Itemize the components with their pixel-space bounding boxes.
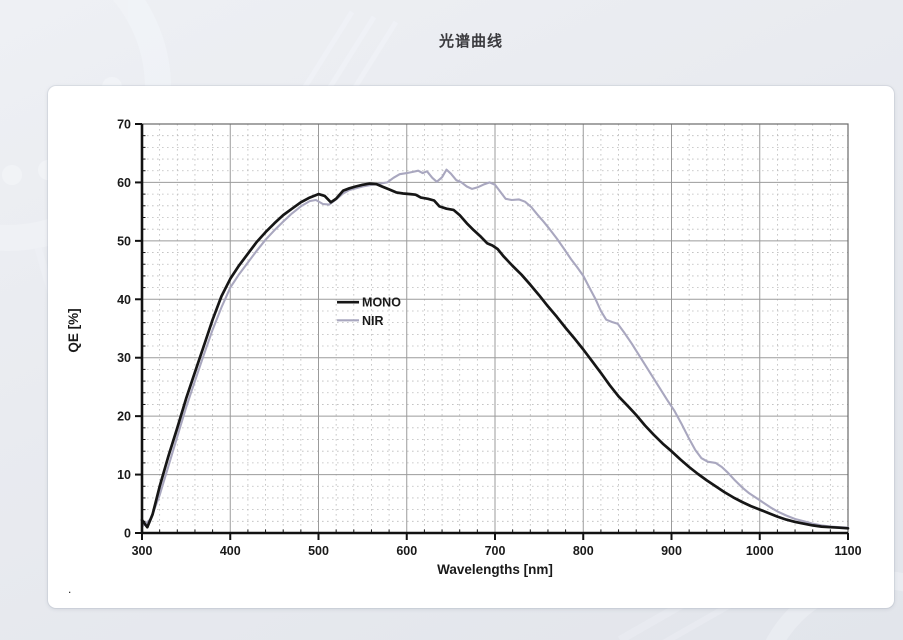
y-tick-label: 30 bbox=[117, 351, 131, 365]
x-tick-label: 400 bbox=[220, 544, 241, 558]
legend-label-mono: MONO bbox=[362, 296, 401, 310]
x-tick-label: 700 bbox=[485, 544, 506, 558]
x-tick-label: 900 bbox=[661, 544, 682, 558]
x-tick-label: 1000 bbox=[746, 544, 774, 558]
x-tick-label: 800 bbox=[573, 544, 594, 558]
y-tick-label: 40 bbox=[117, 293, 131, 307]
y-tick-label: 60 bbox=[117, 176, 131, 190]
x-axis-title: Wavelengths [nm] bbox=[437, 562, 553, 577]
y-tick-label: 0 bbox=[124, 527, 131, 541]
y-tick-label: 70 bbox=[117, 118, 131, 132]
x-tick-label: 1100 bbox=[834, 544, 861, 558]
x-tick-label: 600 bbox=[396, 544, 417, 558]
chart-card: 300 400 500 600 700 800 900 1000 1100 0 10 20 30 40 50… bbox=[48, 86, 894, 608]
series-line-mono bbox=[140, 182, 850, 530]
x-tick-label: 300 bbox=[132, 544, 153, 558]
y-tick-label: 20 bbox=[117, 410, 131, 424]
y-axis-title: QE [%] bbox=[66, 308, 81, 352]
page-title: 光谱曲线 bbox=[438, 33, 503, 50]
qe-chart: 300 400 500 600 700 800 900 1000 1100 0 10 20 30 40 50… bbox=[66, 118, 862, 578]
legend-label-nir: NIR bbox=[362, 314, 384, 328]
y-tick-label: 50 bbox=[117, 234, 131, 248]
series-line-nir bbox=[140, 168, 850, 529]
card-footnote-dot: . bbox=[68, 582, 72, 596]
y-tick-label: 10 bbox=[117, 468, 131, 482]
x-tick-label: 500 bbox=[308, 544, 329, 558]
